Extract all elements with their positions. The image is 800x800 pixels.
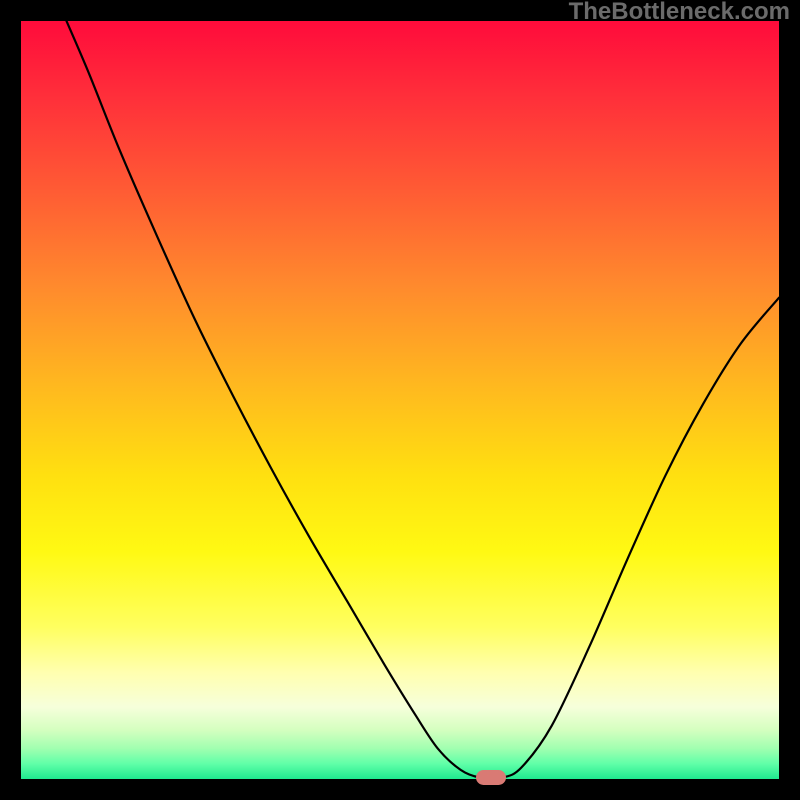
watermark-text: TheBottleneck.com: [569, 0, 790, 26]
chart-frame: TheBottleneck.com: [0, 0, 800, 800]
bottleneck-curve: [21, 21, 779, 779]
optimum-marker: [476, 770, 506, 785]
plot-area: [21, 21, 779, 779]
